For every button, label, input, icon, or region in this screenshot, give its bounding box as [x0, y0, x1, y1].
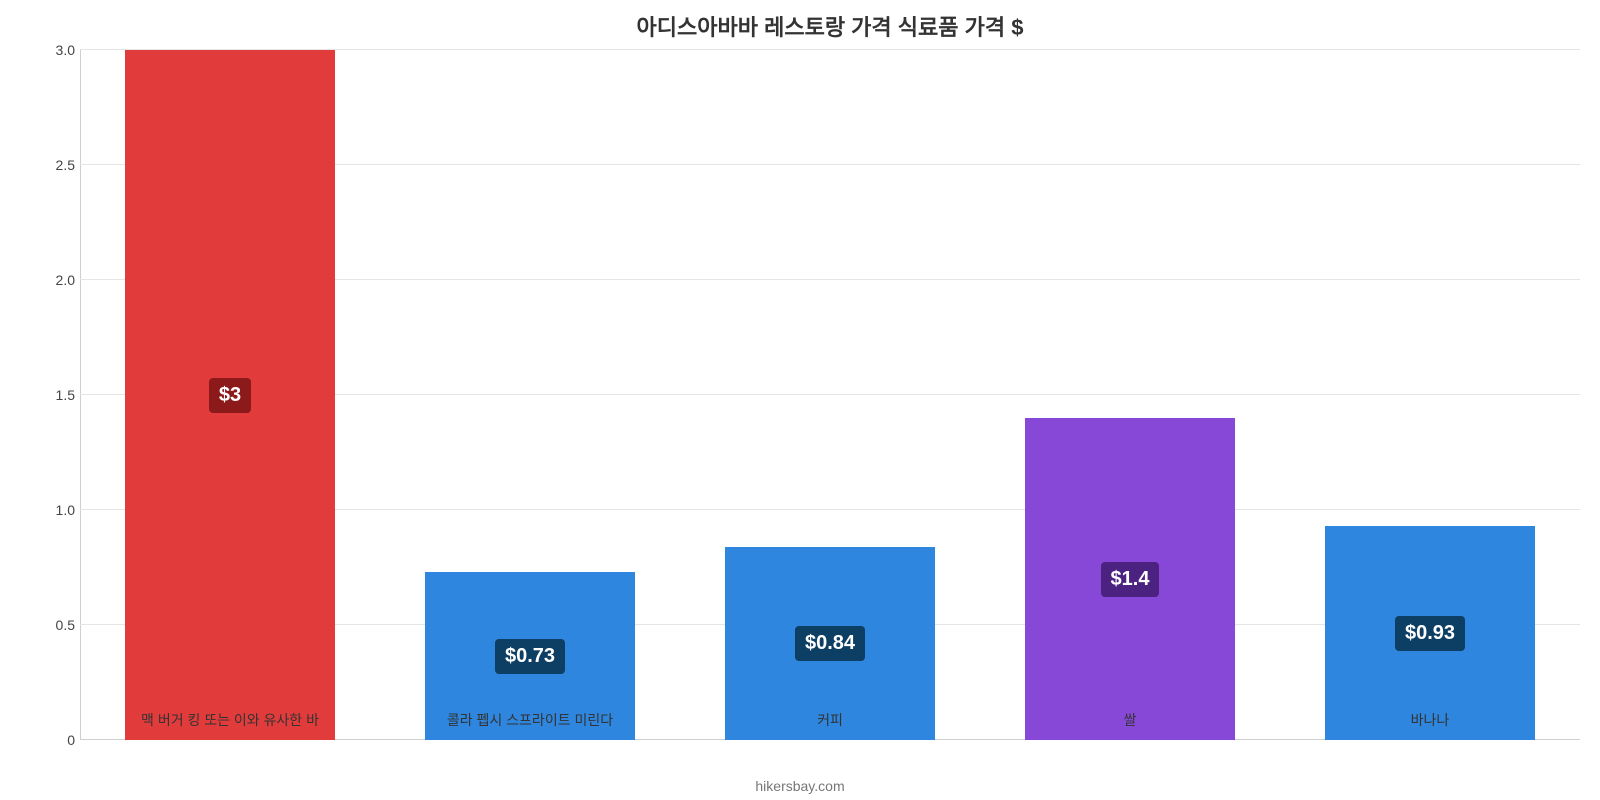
- y-tick-label: 0.5: [25, 617, 75, 633]
- bar-value-label: $1.4: [1101, 562, 1160, 597]
- bar-value-label: $3: [209, 378, 251, 413]
- bar-slot: $0.93: [1280, 50, 1580, 740]
- bar-value-label: $0.73: [495, 639, 565, 674]
- bar-slot: $0.84: [680, 50, 980, 740]
- price-bar-chart: 아디스아바바 레스토랑 가격 식료품 가격 $ 0 0.5 1.0 1.5 2.0 2.5…: [0, 0, 1600, 800]
- y-tick-label: 1.0: [25, 502, 75, 518]
- bar: $3: [125, 50, 335, 740]
- x-axis-label: 바나나: [1280, 710, 1580, 730]
- y-tick-label: 0: [25, 732, 75, 748]
- x-axis-label: 콜라 펩시 스프라이트 미린다: [380, 710, 680, 730]
- chart-title: 아디스아바바 레스토랑 가격 식료품 가격 $: [80, 10, 1580, 42]
- source-label: hikersbay.com: [0, 778, 1600, 794]
- bar-value-label: $0.84: [795, 626, 865, 661]
- bar-slot: $3: [80, 50, 380, 740]
- bar: $1.4: [1025, 418, 1235, 740]
- bar-slot: $0.73: [380, 50, 680, 740]
- y-tick-label: 1.5: [25, 387, 75, 403]
- plot-area: 00.51.01.52.02.53.0 $3$0.73$0.84$1.4$0.9…: [80, 50, 1580, 740]
- x-axis-label: 커피: [680, 710, 980, 730]
- y-tick-label: 2.0: [25, 272, 75, 288]
- bar-slot: $1.4: [980, 50, 1280, 740]
- y-axis: 00.51.01.52.02.53.0: [25, 50, 75, 740]
- y-tick-label: 3.0: [25, 42, 75, 58]
- bar-value-label: $0.93: [1395, 616, 1465, 651]
- bars-container: $3 $0.73 $0.84 $1.4 $0.93: [80, 50, 1580, 740]
- bar: $0.93: [1325, 526, 1535, 740]
- x-axis-label: 쌀: [980, 710, 1280, 730]
- y-tick-label: 2.5: [25, 157, 75, 173]
- x-axis-labels: 맥 버거 킹 또는 이와 유사한 바콜라 펩시 스프라이트 미린다커피쌀바나나: [80, 710, 1580, 730]
- x-axis-label: 맥 버거 킹 또는 이와 유사한 바: [80, 710, 380, 730]
